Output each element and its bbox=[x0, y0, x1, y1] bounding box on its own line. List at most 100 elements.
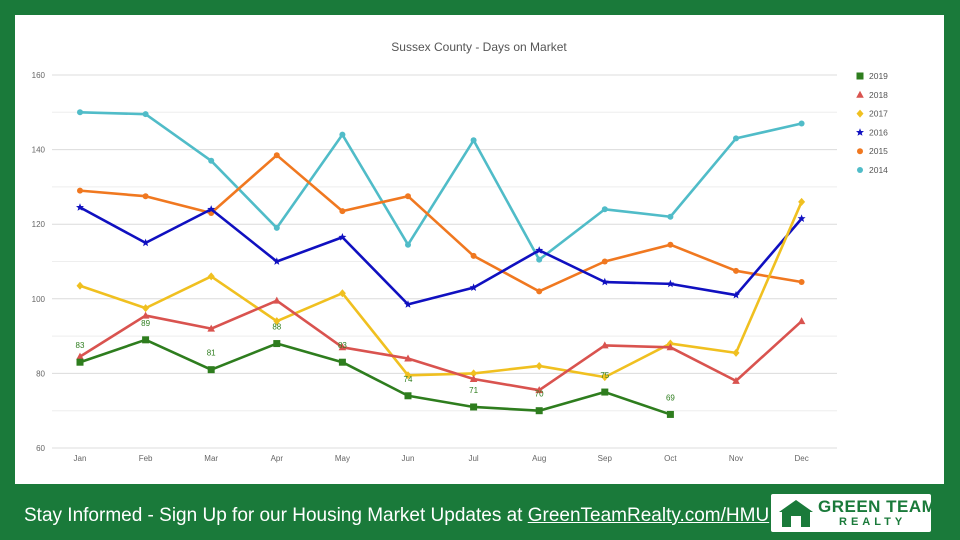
data-label-2019: 74 bbox=[404, 375, 413, 384]
data-point-2017 bbox=[732, 348, 740, 357]
data-point-2014 bbox=[77, 109, 83, 116]
data-point-2016 bbox=[469, 283, 478, 292]
legend-item-2015[interactable]: 2015 bbox=[857, 146, 888, 156]
chart-svg: Sussex County - Days on Market 60 80 100 12… bbox=[32, 40, 889, 463]
data-point-2018 bbox=[601, 341, 609, 349]
series-line-2019 bbox=[79, 338, 671, 416]
legend-label-2015: 2015 bbox=[869, 146, 888, 156]
data-point-2016 bbox=[338, 233, 347, 241]
data-label-2019: 83 bbox=[76, 341, 85, 350]
chart-panel: Sussex County - Days on Market 60 80 100 12… bbox=[15, 15, 944, 484]
data-point-2019 bbox=[273, 340, 281, 348]
data-point-2019 bbox=[404, 392, 412, 400]
data-point-2015 bbox=[339, 208, 346, 215]
legend-item-2016[interactable]: 2016 bbox=[856, 127, 888, 137]
house-logo-icon bbox=[779, 500, 813, 527]
legend-item-2014[interactable]: 2014 bbox=[857, 165, 888, 175]
data-point-2016 bbox=[207, 205, 216, 213]
x-axis-ticks: Jan Feb Mar Apr May Jun Jul Aug Sep Oct Nov Dec bbox=[74, 454, 809, 463]
data-label-2019: 71 bbox=[469, 386, 478, 395]
x-tick-label: Aug bbox=[532, 454, 546, 463]
footer-banner: Stay Informed - Sign Up for our Housing … bbox=[0, 484, 960, 540]
data-point-2014 bbox=[339, 131, 346, 138]
legend-label-2016: 2016 bbox=[869, 127, 888, 137]
data-point-2019 bbox=[338, 358, 346, 366]
data-point-2017 bbox=[142, 304, 150, 313]
x-tick-label: May bbox=[335, 454, 350, 463]
data-point-2017 bbox=[273, 317, 281, 326]
data-label-2019: 75 bbox=[600, 371, 609, 380]
data-point-2015 bbox=[667, 241, 674, 248]
data-point-2018 bbox=[76, 352, 84, 360]
data-label-2019: 70 bbox=[535, 390, 544, 399]
data-point-2014 bbox=[798, 120, 805, 127]
data-point-2018 bbox=[404, 354, 412, 362]
data-label-2019: 89 bbox=[141, 319, 150, 328]
data-point-2014 bbox=[667, 213, 674, 220]
legend-marker-2019 bbox=[856, 72, 864, 80]
signup-link[interactable]: GreenTeamRealty.com/HMU bbox=[527, 505, 770, 526]
legend[interactable]: 2019 2018 2017 2016 2015 2014 bbox=[856, 71, 888, 175]
data-point-2017 bbox=[338, 289, 346, 298]
x-tick-label: Feb bbox=[139, 454, 153, 463]
legend-item-2019[interactable]: 2019 bbox=[856, 71, 889, 81]
data-point-2015 bbox=[536, 288, 543, 295]
series-2014 bbox=[77, 109, 805, 263]
legend-marker-2014 bbox=[857, 167, 863, 173]
data-point-2014 bbox=[273, 224, 280, 231]
chart-title: Sussex County - Days on Market bbox=[391, 40, 567, 54]
data-point-2018 bbox=[666, 343, 675, 351]
data-point-2018 bbox=[469, 374, 478, 382]
data-point-2015 bbox=[798, 279, 805, 286]
x-tick-label: Nov bbox=[729, 454, 743, 463]
data-point-2018 bbox=[338, 343, 347, 351]
series-line-2016 bbox=[79, 206, 803, 306]
data-point-2017 bbox=[798, 197, 806, 206]
data-point-2015 bbox=[733, 267, 739, 274]
footer-message-text: Stay Informed - Sign Up for our Housing … bbox=[24, 505, 528, 526]
data-point-2016 bbox=[732, 290, 740, 299]
data-point-2015 bbox=[405, 193, 411, 200]
data-label-2019: 88 bbox=[272, 323, 281, 332]
series-line-2018 bbox=[79, 299, 803, 392]
legend-marker-2016 bbox=[856, 128, 864, 136]
data-point-2019 bbox=[601, 388, 609, 396]
x-tick-label: Jun bbox=[402, 454, 415, 463]
data-point-2016 bbox=[141, 238, 150, 247]
y-tick-label: 60 bbox=[36, 444, 45, 453]
legend-marker-2018 bbox=[856, 90, 864, 98]
x-tick-label: Mar bbox=[204, 454, 218, 463]
data-point-2016 bbox=[600, 277, 609, 286]
series-2017 bbox=[76, 197, 806, 382]
legend-label-2014: 2014 bbox=[869, 165, 888, 175]
legend-item-2017[interactable]: 2017 bbox=[856, 109, 889, 119]
series-2019 bbox=[76, 336, 674, 418]
series-line-2017 bbox=[79, 201, 803, 379]
x-tick-label: Jul bbox=[468, 454, 478, 463]
data-point-2014 bbox=[405, 241, 411, 248]
y-tick-label: 80 bbox=[36, 369, 45, 378]
legend-item-2018[interactable]: 2018 bbox=[856, 90, 888, 100]
data-point-2018 bbox=[797, 317, 806, 325]
data-point-2018 bbox=[141, 311, 150, 319]
x-tick-label: Jan bbox=[74, 454, 87, 463]
data-point-2014 bbox=[208, 157, 215, 164]
y-tick-label: 100 bbox=[32, 295, 46, 304]
data-point-2016 bbox=[535, 246, 544, 254]
legend-marker-2015 bbox=[857, 148, 863, 155]
footer-message: Stay Informed - Sign Up for our Housing … bbox=[24, 505, 769, 527]
series-2018 bbox=[76, 296, 806, 394]
series-line-2014 bbox=[79, 111, 802, 261]
data-point-2019 bbox=[207, 366, 215, 374]
legend-label-2019: 2019 bbox=[869, 71, 888, 81]
data-point-2014 bbox=[470, 137, 477, 144]
data-point-2016 bbox=[76, 203, 84, 211]
data-point-2017 bbox=[601, 373, 609, 382]
data-point-2015 bbox=[273, 152, 280, 159]
data-point-2019 bbox=[142, 336, 150, 344]
data-point-2017 bbox=[470, 369, 478, 378]
logo-text-line1: GREEN TEAM bbox=[818, 497, 931, 516]
y-axis-ticks: 60 80 100 120 140 160 bbox=[32, 71, 46, 453]
data-point-2015 bbox=[77, 187, 83, 194]
green-team-realty-logo[interactable]: GREEN TEAM REALTY bbox=[771, 494, 931, 532]
